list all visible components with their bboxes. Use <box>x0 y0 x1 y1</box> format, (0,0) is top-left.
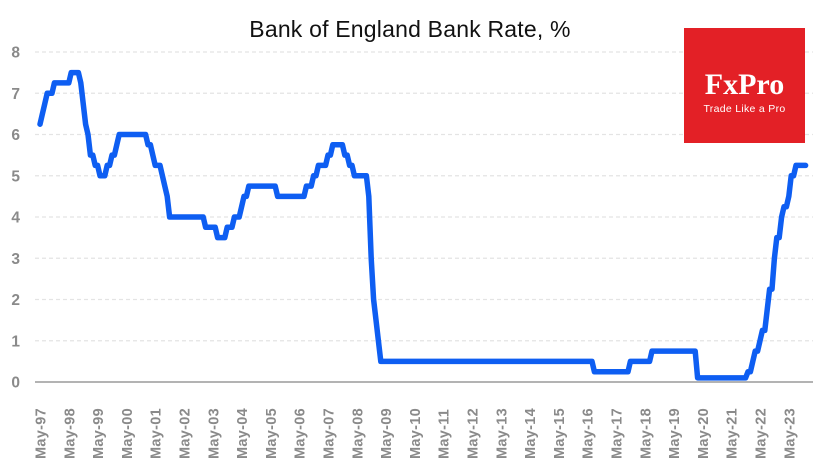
x-tick-label: May-98 <box>62 408 78 459</box>
x-tick-label: May-11 <box>437 409 453 459</box>
y-tick-label: 1 <box>11 333 20 350</box>
fxpro-tagline-text: Trade Like a Pro <box>703 103 786 115</box>
x-tick-label: May-00 <box>120 408 136 459</box>
x-tick-label: May-21 <box>725 408 741 459</box>
x-tick-label: May-18 <box>638 408 654 459</box>
x-tick-label: May-04 <box>235 408 251 459</box>
fxpro-brand-text: FxPro <box>704 68 785 101</box>
y-tick-label: 5 <box>11 168 20 185</box>
x-tick-label: May-02 <box>178 408 194 459</box>
x-tick-label: May-07 <box>322 408 338 459</box>
rate-line <box>37 69 809 381</box>
x-tick-label: May-17 <box>610 408 626 459</box>
y-tick-label: 0 <box>11 375 20 392</box>
x-tick-label: May-05 <box>264 408 280 459</box>
y-tick-label: 7 <box>11 86 20 103</box>
x-tick-label: May-12 <box>466 408 482 459</box>
x-tick-label: May-10 <box>408 408 424 459</box>
x-tick-label: May-09 <box>379 408 395 459</box>
x-tick-label: May-03 <box>206 408 222 459</box>
x-tick-label: May-20 <box>696 408 712 459</box>
x-tick-label: May-23 <box>782 408 798 459</box>
y-tick-label: 3 <box>11 251 20 268</box>
x-tick-label: May-99 <box>91 408 107 459</box>
x-tick-label: May-08 <box>350 408 366 459</box>
y-tick-label: 2 <box>11 292 20 309</box>
x-tick-label: May-22 <box>754 408 770 459</box>
x-tick-label: May-06 <box>293 408 309 459</box>
x-tick-label: May-97 <box>34 408 50 459</box>
fxpro-logo: FxPro Trade Like a Pro <box>684 28 805 143</box>
x-tick-label: May-01 <box>149 408 165 459</box>
x-tick-label: May-13 <box>494 408 510 459</box>
x-tick-label: May-15 <box>552 408 568 459</box>
y-tick-label: 6 <box>11 127 20 144</box>
y-tick-label: 8 <box>11 45 20 62</box>
y-tick-label: 4 <box>11 210 20 227</box>
x-tick-label: May-19 <box>667 408 683 459</box>
x-tick-label: May-16 <box>581 408 597 459</box>
x-tick-label: May-14 <box>523 408 539 459</box>
chart-title: Bank of England Bank Rate, % <box>249 16 571 42</box>
